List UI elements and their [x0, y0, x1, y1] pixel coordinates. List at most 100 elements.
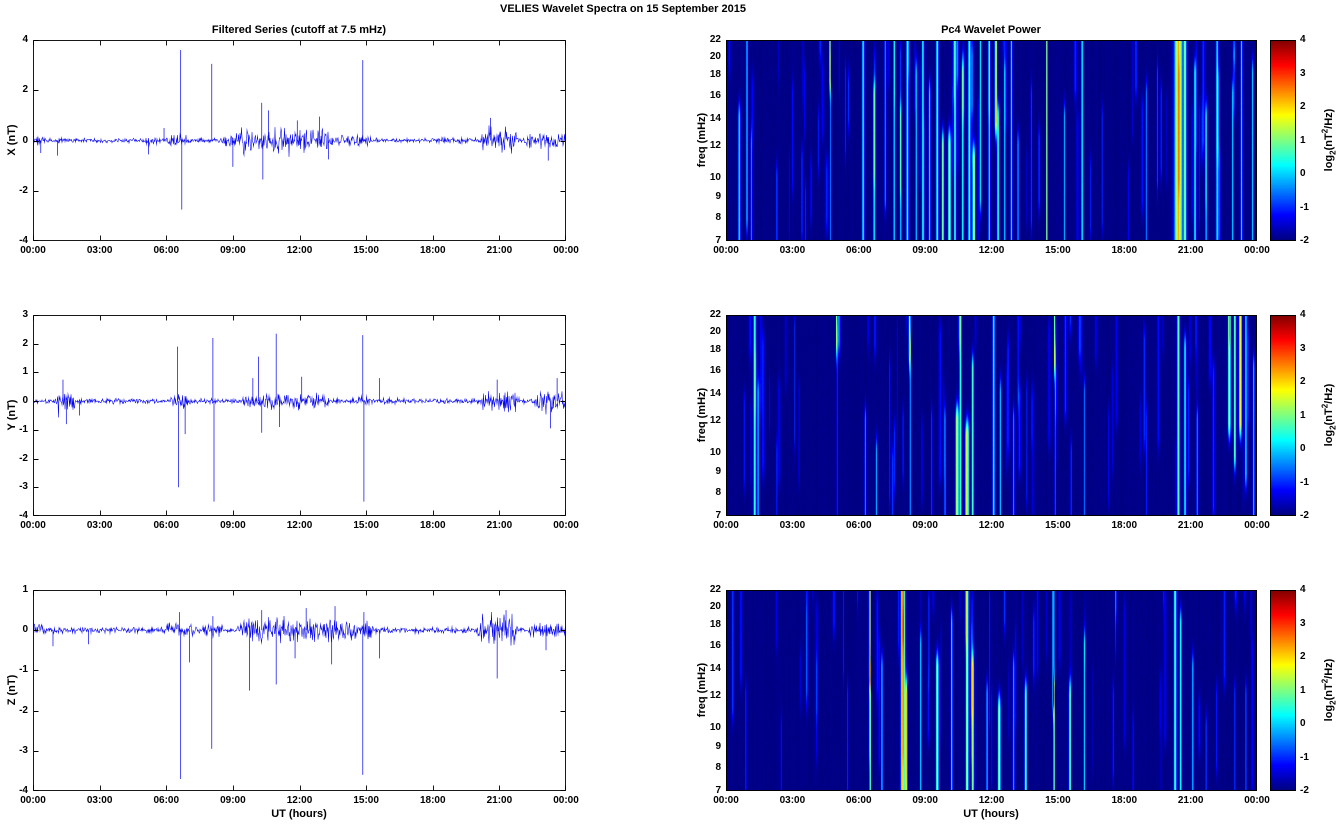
- colorbar-label-mid: (nT: [1323, 133, 1336, 151]
- colorbar-canvas-y: [1270, 315, 1296, 516]
- x-tick-label: 21:00: [486, 520, 513, 531]
- y-tick-label: 1: [22, 366, 28, 378]
- x-tick-label: 15:00: [353, 245, 379, 256]
- x-tick-label: 09:00: [912, 245, 938, 256]
- freq-axis-label: freq (mHz): [696, 387, 708, 443]
- freq-tick-label: 16: [709, 639, 721, 651]
- y-tick-label: 0: [22, 134, 28, 146]
- series-panel-z: 00:00 03:00 06:00 09:00 12:00 15:00 18:00 21:00…: [19, 584, 579, 806]
- colorbar-tick-label: -2: [1300, 510, 1309, 521]
- colorbar-tick-label: 2: [1300, 101, 1306, 112]
- freq-tick-label: 20: [709, 325, 721, 337]
- freq-tick-label: 20: [709, 600, 721, 612]
- series-canvas-x: [33, 40, 566, 241]
- spectrogram-panel-x: 00:00 03:00 06:00 09:00 12:00 15:00 18:00 21:00…: [710, 34, 1270, 256]
- freq-tick-label: 22: [709, 309, 721, 320]
- x-tick-label: 18:00: [419, 520, 446, 531]
- y-axis-label-z: Z (nT): [6, 674, 18, 706]
- freq-tick-label: 7: [715, 510, 721, 521]
- colorbar-label-log: log: [1323, 429, 1336, 447]
- x-tick-label: 18:00: [419, 245, 446, 256]
- colorbar-tick-label: 0: [1300, 168, 1306, 179]
- colorbar-tick-label: 1: [1300, 684, 1306, 696]
- colorbar-tick-label: 4: [1300, 309, 1306, 320]
- x-axis-label-left: UT (hours): [271, 808, 327, 820]
- freq-tick-label: 7: [715, 235, 721, 246]
- freq-tick-label: 16: [709, 89, 721, 101]
- freq-tick-label: 14: [709, 388, 721, 400]
- x-tick-label: 12:00: [978, 245, 1005, 256]
- x-tick-label: 00:00: [1244, 520, 1270, 531]
- x-tick-label: 00:00: [553, 520, 579, 531]
- x-tick-label: 00:00: [20, 245, 46, 256]
- x-tick-label: 15:00: [1045, 520, 1071, 531]
- series-canvas-z: [33, 590, 566, 791]
- colorbar-label-sup: 2: [1320, 403, 1330, 409]
- x-tick-label: 06:00: [845, 245, 872, 256]
- y-tick-label: -1: [19, 664, 28, 676]
- spectrogram-panel-y: 00:00 03:00 06:00 09:00 12:00 15:00 18:00 21:00…: [710, 309, 1270, 531]
- x-tick-label: 21:00: [1177, 245, 1204, 256]
- series-canvas-y: [33, 315, 566, 516]
- colorbar-y: 4 3 2 1 0 -1 -2: [1270, 309, 1309, 521]
- y-tick-label: 3: [22, 309, 28, 320]
- x-tick-label: 09:00: [220, 795, 246, 806]
- series-panel-y: 00:00 03:00 06:00 09:00 12:00 15:00 18:00 21:00…: [19, 309, 579, 531]
- freq-tick-label: 20: [709, 50, 721, 62]
- y-tick-label: -3: [19, 744, 28, 756]
- colorbar-label-post: /Hz): [1323, 108, 1336, 129]
- x-tick-label: 00:00: [20, 795, 46, 806]
- right-column-title: Pc4 Wavelet Power: [941, 24, 1041, 36]
- freq-tick-label: 18: [709, 619, 721, 631]
- colorbar-tick-label: 4: [1300, 584, 1306, 595]
- x-tick-label: 00:00: [20, 520, 46, 531]
- x-tick-label: 21:00: [486, 795, 513, 806]
- freq-tick-label: 10: [709, 722, 721, 734]
- y-tick-label: 0: [22, 395, 28, 407]
- x-tick-label: 15:00: [1045, 795, 1071, 806]
- x-tick-label: 00:00: [713, 245, 739, 256]
- colorbar-tick-label: -1: [1300, 201, 1309, 213]
- freq-tick-label: 8: [715, 211, 721, 223]
- x-tick-label: 06:00: [845, 795, 872, 806]
- y-tick-label: 0: [22, 624, 28, 636]
- x-tick-label: 00:00: [713, 520, 739, 531]
- y-tick-label: -1: [19, 423, 28, 435]
- y-tick-label: 2: [22, 337, 28, 349]
- colorbar-tick-label: 4: [1300, 34, 1306, 45]
- colorbar-x: 4 3 2 1 0 -1 -2: [1270, 34, 1309, 246]
- x-tick-label: 09:00: [220, 520, 246, 531]
- x-tick-label: 03:00: [779, 795, 806, 806]
- x-tick-label: 12:00: [978, 520, 1005, 531]
- y-axis-label-x: X (nT): [6, 124, 18, 156]
- x-tick-label: 09:00: [220, 245, 246, 256]
- x-tick-label: 18:00: [1111, 520, 1138, 531]
- x-tick-label: 03:00: [86, 245, 113, 256]
- y-tick-label: -2: [19, 452, 28, 464]
- freq-tick-label: 18: [709, 344, 721, 356]
- x-tick-label: 06:00: [845, 520, 872, 531]
- freq-tick-label: 18: [709, 69, 721, 81]
- freq-tick-label: 16: [709, 364, 721, 376]
- y-tick-label: -4: [19, 510, 28, 521]
- spectrogram-canvas-x: [726, 40, 1257, 241]
- x-tick-label: 00:00: [1244, 245, 1270, 256]
- x-axis-label-right: UT (hours): [963, 808, 1019, 820]
- freq-tick-label: 10: [709, 447, 721, 459]
- y-tick-label: 1: [22, 584, 28, 595]
- colorbar-tick-label: -2: [1300, 235, 1309, 246]
- x-tick-label: 21:00: [1177, 795, 1204, 806]
- x-tick-label: 21:00: [1177, 520, 1204, 531]
- colorbar-tick-label: 0: [1300, 443, 1306, 454]
- colorbar-label-post: /Hz): [1323, 383, 1336, 404]
- freq-tick-label: 8: [715, 486, 721, 498]
- colorbar-label-sup: 2: [1320, 128, 1330, 134]
- y-tick-label: 4: [22, 34, 28, 45]
- colorbar-tick-label: 3: [1300, 617, 1306, 629]
- x-tick-label: 03:00: [779, 520, 806, 531]
- freq-tick-label: 12: [709, 690, 721, 702]
- freq-tick-label: 22: [709, 584, 721, 595]
- x-tick-label: 15:00: [353, 520, 379, 531]
- colorbar-label-log: log: [1323, 704, 1336, 722]
- colorbar-label-sub: 2: [1328, 700, 1338, 705]
